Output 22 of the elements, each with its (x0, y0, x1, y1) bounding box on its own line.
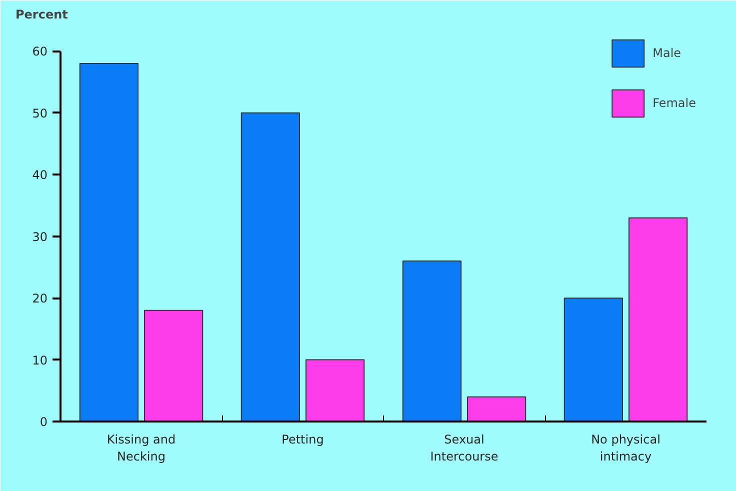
bar (564, 298, 624, 422)
bar (240, 112, 300, 422)
y-tick-label: 40 (32, 168, 48, 182)
bar (466, 396, 526, 422)
y-tick-label: 50 (32, 106, 48, 120)
x-tick-label: Petting (282, 432, 324, 446)
legend-label: Female (652, 96, 696, 110)
bar (79, 63, 139, 422)
y-tick-label: 20 (32, 292, 48, 306)
x-tick-label: Kissing and Necking (106, 432, 176, 464)
legend-label: Male (652, 46, 682, 60)
bar (144, 310, 204, 422)
bar (628, 217, 688, 422)
x-tick-label: Sexual Intercourse (430, 432, 498, 464)
y-axis-title: Percent (16, 8, 68, 22)
bar (305, 359, 365, 422)
y-tick-label: 60 (32, 44, 48, 59)
x-tick-label: No physical intimacy (591, 432, 660, 464)
y-tick-label: 30 (32, 230, 48, 244)
y-tick-label: 10 (32, 353, 48, 368)
y-tick-label: 0 (40, 415, 48, 429)
bar (402, 260, 462, 422)
